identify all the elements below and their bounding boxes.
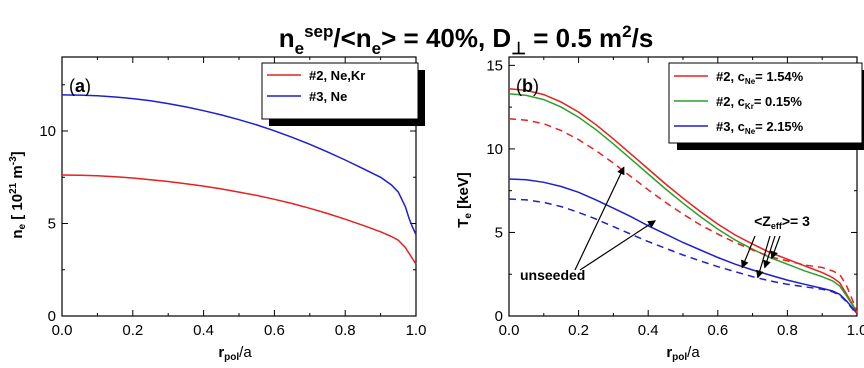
series-line-b-1	[508, 87, 858, 314]
ticks-a: 0.0 0.2 0.4 0.6 0.8 1.0 0 5 10	[39, 57, 426, 339]
legend-b-label-2: #2, cKr= 0.15%	[716, 94, 802, 111]
panel-label-a: (a)	[69, 76, 91, 96]
y-tick-label: 5	[48, 216, 56, 233]
x-tick-label: 0.8	[777, 322, 798, 339]
series-line-b-2	[508, 93, 858, 314]
title-part: n	[279, 23, 295, 53]
series-b	[508, 87, 858, 315]
y-tick-label: 15	[486, 57, 503, 74]
x-tick-label: 0.0	[499, 322, 520, 339]
x-tick-label: 0.2	[568, 322, 589, 339]
legend-b-label-3: #3, cNe= 2.15%	[716, 119, 804, 136]
y-tick-label: 10	[39, 123, 56, 140]
annotation-arrow	[755, 235, 771, 279]
ylabel-a: ne [ 1021 m-3]	[8, 151, 28, 238]
title-part: 2	[622, 22, 631, 41]
x-tick-label: 0.0	[52, 322, 73, 339]
legend-a: #2, Ne,Kr #3, Ne	[261, 62, 425, 126]
ylabel-b: Te [keV]	[455, 172, 474, 228]
x-tick-label: 0.2	[122, 322, 143, 339]
panel-a: 0.0 0.2 0.4 0.6 0.8 1.0 0 5 10 (a) #2, Ne,Kr #3,…	[8, 56, 426, 363]
title-part: /<n	[333, 23, 371, 53]
title-part: ⊥	[511, 39, 526, 58]
x-tick-label: 0.4	[638, 322, 659, 339]
legend-a-label-2: #3, Ne	[309, 89, 347, 104]
legend-a-label-1: #2, Ne,Kr	[309, 68, 365, 83]
annotation-arrow	[574, 166, 625, 271]
x-tick-label: 1.0	[406, 322, 427, 339]
legend-b: #2, cNe= 1.54% #2, cKr= 0.15% #3, cNe= 2…	[668, 62, 864, 150]
title-part: sep	[304, 22, 333, 41]
series-line-a-2	[61, 94, 417, 235]
x-tick-label: 0.6	[707, 322, 728, 339]
annotation-arrow	[770, 235, 781, 260]
title-part: = 0.5 m	[526, 23, 622, 53]
series-line-b-4	[508, 118, 858, 313]
title-part: > = 40%, D	[381, 23, 511, 53]
x-tick-label: 0.4	[193, 322, 214, 339]
title-part: e	[295, 39, 304, 58]
annotation-unseeded: unseeded	[520, 267, 585, 283]
series-line-b-3	[508, 178, 858, 314]
legend-b-label-1: #2, cNe= 1.54%	[716, 69, 804, 86]
figure-title: nesep/<ne> = 40%, D⊥ = 0.5 m2/s	[279, 22, 654, 58]
x-tick-label: 0.6	[264, 322, 285, 339]
annotation-arrows	[574, 166, 781, 279]
series-line-a-1	[61, 174, 417, 265]
ticks-b: 0.0 0.2 0.4 0.6 0.8 1.0 0 5 10 15	[486, 57, 864, 339]
panel-b: 0.0 0.2 0.4 0.6 0.8 1.0 0 5 10 15 (b) #2, cNe= 1.…	[455, 56, 864, 363]
legend-a-box	[261, 62, 419, 120]
xlabel-a: rpol/a	[218, 344, 252, 363]
xlabel-b: rpol/a	[666, 344, 700, 363]
annotation-arrow	[763, 235, 776, 269]
y-tick-label: 10	[486, 141, 503, 158]
x-tick-label: 0.8	[335, 322, 356, 339]
series-a	[61, 94, 417, 265]
y-tick-label: 0	[495, 308, 503, 325]
x-tick-label: 1.0	[847, 322, 864, 339]
title-part: e	[372, 39, 381, 58]
annotation-zeff: <Zeff>= 3	[754, 213, 810, 231]
y-tick-label: 0	[48, 308, 56, 325]
y-tick-label: 5	[495, 224, 503, 241]
panel-label-b: (b)	[516, 76, 539, 96]
annotation-arrow	[741, 235, 756, 269]
series-line-b-5	[508, 198, 858, 315]
title-part: /s	[632, 23, 654, 53]
annotation-arrow	[579, 220, 656, 271]
